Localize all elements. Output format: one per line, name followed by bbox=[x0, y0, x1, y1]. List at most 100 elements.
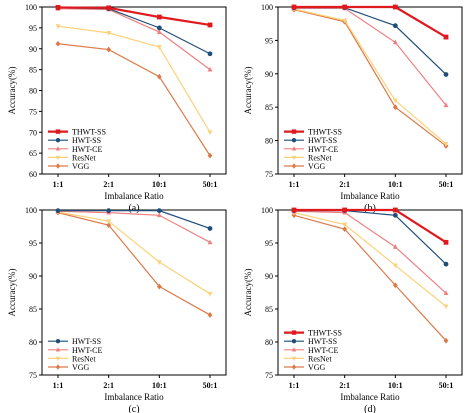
series-vgg bbox=[291, 212, 449, 344]
data-point bbox=[156, 260, 162, 266]
series-resnet bbox=[291, 7, 449, 147]
series-hwt-ss bbox=[55, 208, 213, 231]
legend-label: HWT-SS bbox=[72, 337, 101, 346]
plot-frame bbox=[41, 6, 227, 175]
data-point bbox=[207, 291, 213, 297]
data-point bbox=[106, 46, 112, 53]
series-line bbox=[294, 5, 447, 39]
data-point bbox=[392, 4, 398, 10]
series-line bbox=[58, 210, 211, 230]
y-tick-label: 80 bbox=[265, 137, 273, 146]
data-point bbox=[156, 29, 162, 34]
data-point bbox=[156, 212, 162, 218]
series-vgg bbox=[55, 40, 213, 159]
series-line bbox=[57, 210, 211, 243]
x-tick-label: 50:1 bbox=[203, 381, 218, 390]
legend-marker bbox=[291, 339, 297, 344]
data-point bbox=[443, 337, 449, 344]
data-point bbox=[207, 22, 213, 28]
legend-label: HWT-CE bbox=[308, 145, 338, 154]
data-point bbox=[106, 30, 112, 36]
x-tick-label: 10:1 bbox=[388, 381, 403, 390]
series-line bbox=[294, 210, 447, 265]
y-tick-label: 75 bbox=[29, 107, 37, 116]
y-axis-title: Accuracy(%) bbox=[7, 269, 17, 317]
data-point bbox=[55, 40, 61, 47]
y-tick-label: 70 bbox=[29, 128, 37, 137]
data-point bbox=[443, 34, 449, 40]
data-point bbox=[342, 207, 348, 213]
series-thwt-ss bbox=[55, 5, 213, 28]
data-point bbox=[106, 208, 112, 214]
x-tick-label: 2:1 bbox=[339, 180, 350, 189]
data-point bbox=[207, 239, 213, 245]
data-point bbox=[443, 102, 449, 108]
data-point bbox=[156, 45, 162, 50]
chart-panel-1: 75 80 85 90 95 100 1:1 2:1 10:1 50:1 Imbalance Rat… bbox=[243, 3, 463, 214]
panel-label: (c) bbox=[128, 404, 139, 413]
y-tick-label: 65 bbox=[29, 149, 37, 158]
legend-label: ResNet bbox=[308, 354, 332, 363]
x-tick-label: 1:1 bbox=[53, 180, 64, 189]
legend-label: ResNet bbox=[72, 354, 96, 363]
y-tick-label: 100 bbox=[25, 3, 37, 12]
plot-frame bbox=[41, 209, 227, 376]
data-point bbox=[342, 226, 348, 233]
legend-marker bbox=[55, 347, 61, 352]
series-line bbox=[293, 8, 447, 145]
series-hwt-ce bbox=[291, 5, 449, 108]
y-tick-label: 85 bbox=[265, 103, 273, 112]
series-line bbox=[57, 8, 211, 71]
legend-label: HWT-SS bbox=[72, 136, 101, 145]
data-point bbox=[443, 239, 449, 245]
series-line bbox=[57, 6, 211, 27]
series-hwt-ce bbox=[55, 208, 213, 245]
y-tick-label: 60 bbox=[29, 170, 37, 179]
data-point bbox=[443, 290, 449, 296]
data-point bbox=[392, 282, 398, 289]
legend-marker bbox=[55, 339, 61, 344]
y-tick-label: 85 bbox=[29, 66, 37, 75]
data-point bbox=[392, 244, 398, 249]
data-point bbox=[207, 152, 213, 159]
series-line bbox=[294, 7, 447, 106]
legend-marker bbox=[55, 356, 61, 362]
legend-label: HWT-CE bbox=[72, 145, 102, 154]
legend-marker bbox=[291, 138, 297, 143]
chart-panel-0: 60 65 70 75 80 85 90 95 100 1:1 2:1 10:1 50:1 Imbalan… bbox=[7, 3, 227, 214]
data-point bbox=[392, 212, 398, 218]
y-tick-label: 75 bbox=[265, 170, 273, 179]
legend-marker bbox=[55, 138, 61, 143]
series-line bbox=[293, 214, 447, 342]
series-line bbox=[294, 208, 447, 244]
data-point bbox=[443, 72, 449, 77]
x-tick-label: 50:1 bbox=[439, 381, 454, 390]
panel-label: (a) bbox=[128, 203, 139, 214]
chart-panel-2: 75 80 85 90 95 100 1:1 2:1 10:1 50:1 Imbalance Rat… bbox=[7, 206, 227, 413]
x-axis-title: Imbalance Ratio bbox=[104, 392, 164, 402]
y-tick-label: 90 bbox=[29, 45, 37, 54]
data-point bbox=[106, 219, 112, 225]
data-point bbox=[106, 222, 112, 229]
y-tick-label: 100 bbox=[25, 206, 37, 215]
y-tick-label: 100 bbox=[261, 3, 273, 12]
data-point bbox=[207, 312, 213, 318]
x-tick-label: 50:1 bbox=[203, 180, 218, 189]
legend-marker bbox=[291, 356, 297, 362]
legend-marker bbox=[291, 330, 297, 335]
x-tick-label: 10:1 bbox=[152, 381, 167, 390]
data-point bbox=[443, 304, 449, 310]
series-line bbox=[293, 9, 447, 147]
legend-label: VGG bbox=[72, 162, 90, 171]
data-point bbox=[342, 18, 348, 24]
series-thwt-ss bbox=[291, 207, 449, 245]
y-tick-label: 80 bbox=[29, 87, 37, 96]
series-hwt-ce bbox=[55, 5, 213, 72]
legend-marker bbox=[55, 146, 61, 151]
legend-label: THWT-SS bbox=[72, 128, 106, 137]
data-point bbox=[156, 208, 162, 214]
